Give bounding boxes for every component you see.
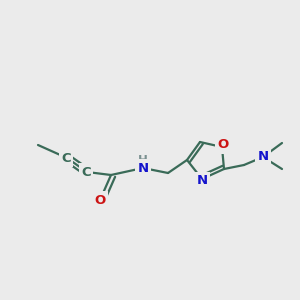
Text: C: C xyxy=(81,166,91,178)
Text: N: N xyxy=(257,151,268,164)
Text: O: O xyxy=(218,139,229,152)
Text: N: N xyxy=(137,161,148,175)
Text: H: H xyxy=(138,154,148,167)
Text: O: O xyxy=(94,194,106,206)
Text: N: N xyxy=(196,175,208,188)
Text: C: C xyxy=(61,152,71,164)
